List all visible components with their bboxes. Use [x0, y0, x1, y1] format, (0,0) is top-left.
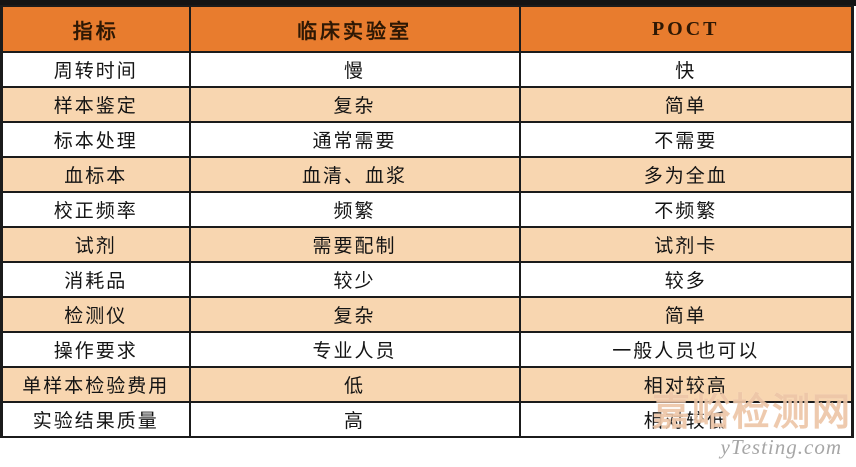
top-border-bar	[0, 0, 856, 6]
cell-lab: 较少	[188, 261, 521, 298]
cell-poct: 相对较高	[518, 366, 854, 403]
cell-poct: 较多	[518, 261, 854, 298]
cell-indicator: 检测仪	[0, 296, 191, 333]
cell-indicator: 实验结果质量	[0, 401, 191, 438]
cell-lab: 频繁	[188, 191, 521, 228]
cell-indicator: 消耗品	[0, 261, 191, 298]
cell-indicator: 周转时间	[0, 51, 191, 88]
cell-lab: 复杂	[188, 86, 521, 123]
header-row: 指标 临床实验室 POCT	[0, 5, 854, 53]
cell-poct: 简单	[518, 86, 854, 123]
table-header: 指标 临床实验室 POCT	[0, 5, 854, 53]
cell-poct: 不频繁	[518, 191, 854, 228]
header-cell-indicator: 指标	[0, 5, 191, 53]
table-row: 实验结果质量高相对较低	[0, 401, 854, 438]
cell-poct: 相对较低	[518, 401, 854, 438]
table-row: 消耗品 较少 较多	[0, 261, 854, 298]
lab-vs-poct-table: 指标 临床实验室 POCT 周转时间慢快样本鉴定 复杂 简单 标本处理 通常需要 不需要血…	[0, 5, 854, 438]
cell-lab: 低	[188, 366, 521, 403]
table-row: 试剂 需要配制 试剂卡	[0, 226, 854, 263]
cell-poct: 不需要	[518, 121, 854, 158]
cell-indicator: 单样本检验费用	[0, 366, 191, 403]
table-row: 血标本 血清、血浆 多为全血	[0, 156, 854, 193]
cell-indicator: 操作要求	[0, 331, 191, 368]
cell-indicator: 血标本	[0, 156, 191, 193]
table-row: 样本鉴定 复杂 简单	[0, 86, 854, 123]
cell-poct: 多为全血	[518, 156, 854, 193]
header-cell-clinical-lab: 临床实验室	[188, 5, 521, 53]
cell-indicator: 样本鉴定	[0, 86, 191, 123]
cell-lab: 专业人员	[188, 331, 521, 368]
watermark-english-text: yTesting.com	[720, 434, 842, 459]
table-row: 校正频率 频繁 不频繁	[0, 191, 854, 228]
cell-lab: 慢	[188, 51, 521, 88]
cell-poct: 简单	[518, 296, 854, 333]
table-row: 检测仪 复杂 简单	[0, 296, 854, 333]
cell-lab: 需要配制	[188, 226, 521, 263]
table-row: 操作要求 专业人员 一般人员也可以	[0, 331, 854, 368]
cell-lab: 高	[188, 401, 521, 438]
cell-poct: 试剂卡	[518, 226, 854, 263]
table-row: 单样本检验费用低相对较高	[0, 366, 854, 403]
cell-indicator: 标本处理	[0, 121, 191, 158]
cell-indicator: 校正频率	[0, 191, 191, 228]
table-row: 标本处理 通常需要 不需要	[0, 121, 854, 158]
cell-poct: 快	[518, 51, 854, 88]
table-body: 周转时间慢快样本鉴定 复杂 简单 标本处理 通常需要 不需要 血标本 血清、血浆 多为全血 校正频…	[0, 51, 854, 438]
cell-lab: 血清、血浆	[188, 156, 521, 193]
cell-lab: 复杂	[188, 296, 521, 333]
cell-indicator: 试剂	[0, 226, 191, 263]
cell-poct: 一般人员也可以	[518, 331, 854, 368]
header-cell-poct: POCT	[518, 5, 854, 53]
cell-lab: 通常需要	[188, 121, 521, 158]
table-row: 周转时间慢快	[0, 51, 854, 88]
